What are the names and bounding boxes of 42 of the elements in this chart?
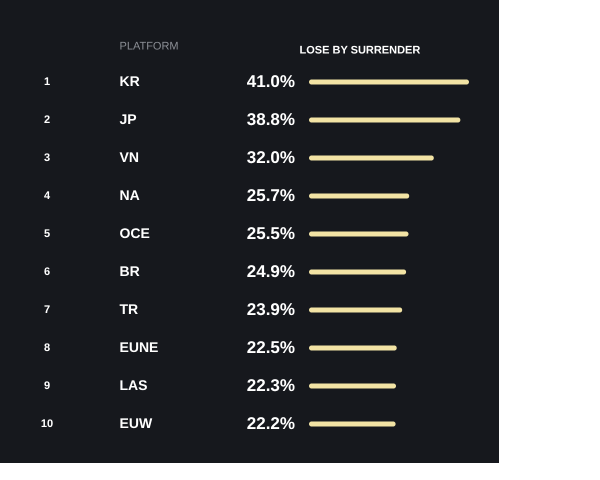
- text: 2: [44, 114, 50, 126]
- y-tick-label: OCE: [120, 225, 150, 241]
- data-label: 22.2%: [246, 414, 295, 433]
- y-tick-label: TR: [120, 301, 138, 317]
- bar: [309, 384, 396, 388]
- text: 8: [44, 342, 50, 354]
- y-tick-label: NA: [120, 187, 140, 203]
- data-label: 25.7%: [246, 186, 295, 205]
- text: 3: [44, 152, 50, 164]
- y-tick-label: JP: [120, 111, 137, 127]
- data-label: 32.0%: [246, 148, 295, 167]
- text: 10: [40, 418, 54, 430]
- data-label: 24.9%: [246, 262, 295, 281]
- data-label: 38.8%: [246, 110, 295, 129]
- data-label: 25.5%: [246, 224, 295, 243]
- x-axis-title: LOSE BY SURRENDER: [300, 44, 420, 56]
- bar: [309, 80, 469, 84]
- y-tick-label: VN: [120, 149, 139, 165]
- text: 7: [44, 304, 50, 316]
- bar: [309, 346, 397, 350]
- y-tick-label: LAS: [120, 377, 148, 393]
- text: 5: [44, 228, 50, 240]
- bar: [309, 308, 402, 312]
- y-tick-label: EUNE: [120, 339, 158, 355]
- bar: [309, 156, 434, 160]
- y-tick-label: KR: [120, 73, 140, 89]
- data-label: 22.3%: [246, 376, 295, 395]
- data-label: 23.9%: [246, 300, 295, 319]
- bar: [309, 118, 460, 122]
- bar: [309, 232, 409, 236]
- text: 6: [44, 266, 50, 278]
- bar: [309, 270, 406, 274]
- y-axis-title: PLATFORM: [120, 40, 179, 52]
- data-label: 22.5%: [246, 338, 295, 357]
- data-label: 41.0%: [246, 72, 295, 91]
- text: 1: [44, 76, 50, 88]
- y-tick-label: BR: [120, 263, 140, 279]
- bar: [309, 422, 396, 426]
- text: 9: [44, 380, 50, 392]
- text: 4: [44, 190, 51, 202]
- y-tick-label: EUW: [120, 415, 153, 431]
- bar: [309, 194, 410, 198]
